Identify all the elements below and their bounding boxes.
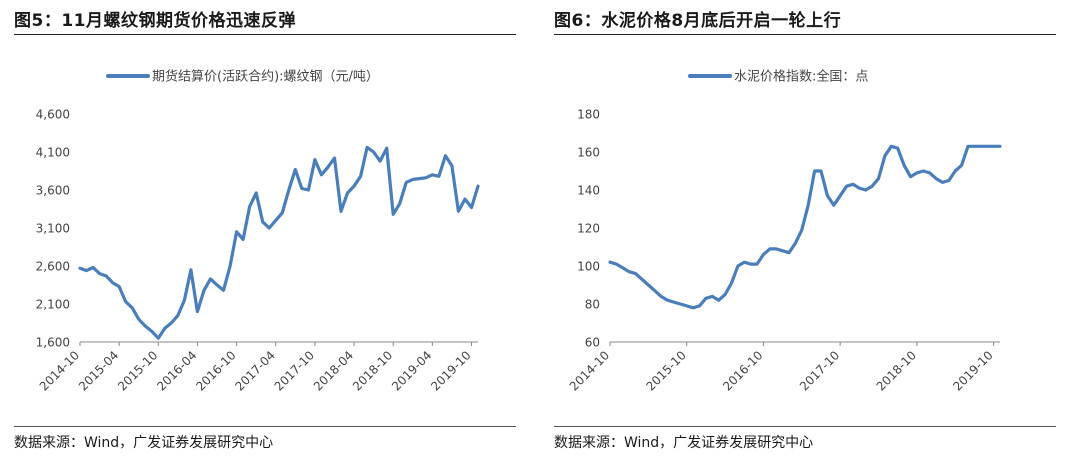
figure-5-title: 图5：11月螺纹钢期货价格迅速反弹	[14, 11, 296, 31]
x-tick-label: 2018-10	[350, 348, 395, 393]
y-tick-label: 2,600	[36, 260, 70, 274]
y-tick-label: 120	[577, 222, 600, 236]
y-tick-label: 100	[577, 260, 600, 274]
x-tick-label: 2017-10	[272, 348, 317, 393]
y-tick-label: 160	[577, 146, 600, 160]
x-tick-label: 2018-04	[311, 348, 356, 393]
rebar-futures-chart: 期货结算价(活跃合约):螺纹钢（元/吨） 1,600 2,100 2,600 3,100…	[36, 69, 480, 394]
series-line	[608, 144, 1002, 310]
x-tick-label: 2014-10	[37, 348, 82, 393]
figure-6-title: 图6：水泥价格8月底后开启一轮上行	[554, 11, 842, 31]
figure-5-bottom-rule	[14, 426, 516, 427]
x-tick-label: 2015-10	[115, 348, 160, 393]
y-tick-label: 3,100	[36, 222, 70, 236]
figure-5-panel: 图5：11月螺纹钢期货价格迅速反弹 期货结算价(活跃合约):螺纹钢（元/吨） 1,…	[14, 11, 516, 451]
y-tick-label: 1,600	[36, 336, 70, 350]
x-tick-label: 2019-10	[950, 348, 995, 393]
y-tick-label: 60	[585, 336, 600, 350]
y-tick-label: 4,100	[36, 146, 70, 160]
x-tick-label: 2016-10	[720, 348, 765, 393]
series-line	[78, 145, 480, 340]
chart-legend: 水泥价格指数:全国：点	[688, 69, 868, 85]
figure-6-source: 数据来源：Wind，广发证券发展研究中心	[554, 435, 814, 451]
x-tick-label: 2014-10	[567, 348, 612, 393]
x-tick-label: 2016-10	[193, 348, 238, 393]
figure-5-top-rule	[14, 34, 516, 35]
x-tick-label: 2019-04	[389, 348, 434, 393]
cement-price-index-chart: 水泥价格指数:全国：点 60 80 100 120 140 160 180 2014-10 201…	[567, 69, 1002, 394]
figure-6-top-rule	[554, 34, 1056, 35]
figure-6-bottom-rule	[554, 426, 1056, 427]
chart-legend: 期货结算价(活跃合约):螺纹钢（元/吨）	[106, 69, 379, 85]
legend-label: 水泥价格指数:全国：点	[734, 69, 868, 85]
legend-label: 期货结算价(活跃合约):螺纹钢（元/吨）	[152, 69, 379, 85]
y-tick-label: 4,600	[36, 108, 70, 122]
y-tick-label: 2,100	[36, 298, 70, 312]
x-tick-label: 2019-10	[428, 348, 473, 393]
x-tick-label: 2015-04	[76, 348, 121, 393]
x-tick-label: 2015-10	[643, 348, 688, 393]
y-tick-label: 180	[577, 108, 600, 122]
x-tick-label: 2016-04	[154, 348, 199, 393]
y-tick-label: 80	[585, 298, 600, 312]
x-tick-label: 2017-04	[233, 348, 278, 393]
y-tick-label: 140	[577, 184, 600, 198]
figure-6-panel: 图6：水泥价格8月底后开启一轮上行 水泥价格指数:全国：点 60 80 100 120 1…	[540, 0, 1080, 464]
x-tick-label: 2017-10	[797, 348, 842, 393]
x-tick-label: 2018-10	[874, 348, 919, 393]
y-tick-label: 3,600	[36, 184, 70, 198]
figure-5-source: 数据来源：Wind，广发证券发展研究中心	[14, 435, 274, 451]
